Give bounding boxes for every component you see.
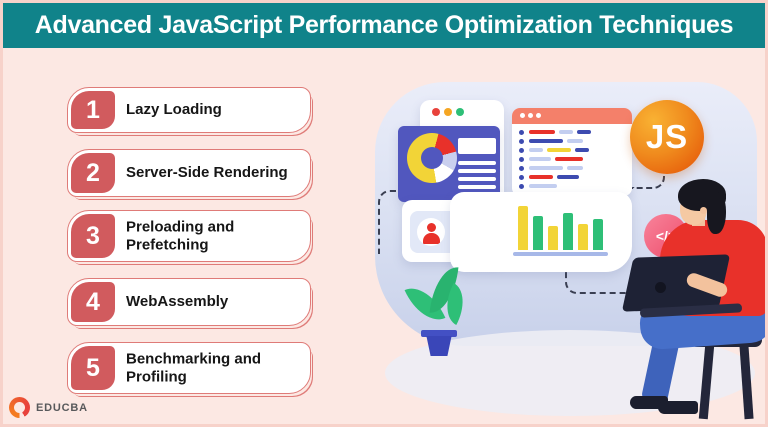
dashed-connector-laptop (565, 268, 643, 294)
code-line-segment (529, 148, 543, 152)
code-line-segment (567, 139, 583, 143)
educba-logo-icon (9, 397, 30, 418)
window-dot-yellow (444, 108, 452, 116)
page-title: Advanced JavaScript Performance Optimiza… (34, 11, 734, 39)
technique-label: WebAssembly (126, 293, 229, 311)
chart-bar (533, 216, 543, 250)
code-line-segment (567, 166, 583, 170)
technique-label: Lazy Loading (126, 101, 222, 119)
technique-label: Server-Side Rendering (126, 164, 288, 182)
dashed-connector-js (632, 170, 665, 189)
line-number-dot (519, 184, 524, 189)
person-hair-back (707, 192, 726, 234)
educba-logo-text: EDUCBA (36, 401, 88, 414)
window-dot-green (456, 108, 464, 116)
panel-line (458, 161, 496, 165)
technique-number: 3 (71, 214, 115, 258)
technique-number: 5 (71, 346, 115, 390)
plant-pot-rim (421, 330, 457, 337)
technique-number: 2 (71, 153, 115, 193)
code-line-segment (529, 166, 563, 170)
technique-label: Benchmarking and Profiling (126, 350, 262, 385)
laptop-logo (655, 282, 666, 293)
line-number-dot (519, 175, 524, 180)
technique-label: Preloading and Prefetching (126, 218, 235, 253)
code-line-segment (575, 148, 589, 152)
chart-baseline (513, 252, 608, 256)
panel-line (458, 185, 496, 189)
code-line-segment (529, 130, 555, 134)
code-line-segment (529, 175, 553, 179)
person-shoe (658, 401, 698, 414)
line-number-dot (519, 130, 524, 135)
bar-chart (518, 204, 604, 250)
avatar (417, 218, 445, 246)
chart-bar (518, 206, 528, 250)
chart-bar (593, 219, 603, 250)
line-number-dot (519, 139, 524, 144)
analytics-panel (398, 126, 500, 202)
code-line-segment (557, 175, 579, 179)
code-window-header (512, 108, 632, 124)
technique-item-4: 4 WebAssembly (67, 278, 311, 326)
header-bar: Advanced JavaScript Performance Optimiza… (3, 3, 765, 48)
code-line-segment (547, 148, 571, 152)
panel-line (458, 177, 496, 181)
code-line-segment (529, 184, 557, 188)
js-badge: JS (630, 100, 704, 174)
technique-number: 4 (71, 282, 115, 322)
line-number-dot (519, 166, 524, 171)
code-line-segment (559, 130, 573, 134)
chart-bar (578, 224, 588, 250)
donut-hole (421, 147, 443, 169)
chart-bar (548, 226, 558, 250)
window-dot-red (432, 108, 440, 116)
user-icon (427, 223, 436, 232)
plant-pot (426, 336, 452, 356)
technique-item-3: 3 Preloading and Prefetching (67, 210, 311, 262)
technique-item-5: 5 Benchmarking and Profiling (67, 342, 311, 394)
line-number-dot (519, 148, 524, 153)
chart-bar (563, 213, 573, 250)
technique-item-2: 2 Server-Side Rendering (67, 149, 311, 197)
code-line-segment (555, 157, 583, 161)
person-ear (700, 207, 707, 214)
js-badge-label: JS (645, 118, 689, 155)
line-number-dot (519, 157, 524, 162)
user-icon-body (423, 233, 440, 244)
code-line-segment (577, 130, 591, 134)
window-dot (528, 113, 533, 118)
donut-chart (407, 133, 457, 183)
panel-block (458, 138, 496, 154)
panel-line (458, 169, 496, 173)
stool-leg (739, 344, 754, 420)
code-line-segment (529, 157, 551, 161)
educba-logo[interactable]: EDUCBA (9, 397, 88, 418)
window-dot (520, 113, 525, 118)
code-line-segment (529, 139, 563, 143)
technique-item-1: 1 Lazy Loading (67, 87, 311, 133)
technique-number: 1 (71, 91, 115, 129)
window-dot (536, 113, 541, 118)
